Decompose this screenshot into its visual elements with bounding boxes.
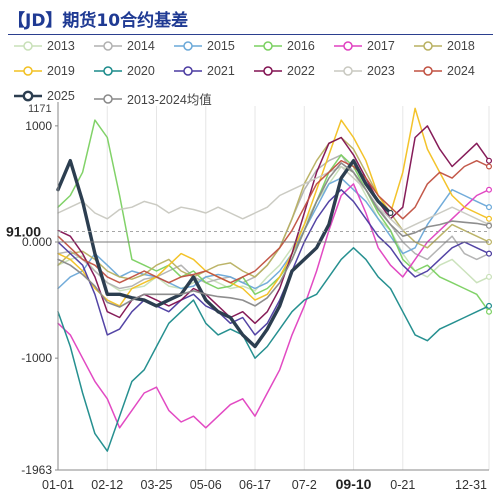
series-end-point-2024 bbox=[486, 163, 493, 170]
x-tick-label-5: 07-2 bbox=[292, 478, 317, 492]
series-end-point-2025 bbox=[387, 209, 394, 216]
chart-axes bbox=[55, 102, 489, 471]
series-line-2013 bbox=[57, 165, 490, 292]
legend-label: 2025 bbox=[47, 89, 75, 103]
legend-label: 2023 bbox=[367, 64, 395, 78]
series-line-2024 bbox=[57, 159, 490, 284]
legend-marker-icon bbox=[174, 41, 202, 51]
legend-item-2013[interactable]: 2013 bbox=[14, 39, 75, 53]
x-tick-label-6: 09-10 bbox=[336, 476, 372, 492]
x-tick-label-2: 03-25 bbox=[141, 478, 173, 492]
legend-item-2014[interactable]: 2014 bbox=[94, 39, 155, 53]
series-lines bbox=[56, 107, 493, 452]
legend-item-2013-2024[interactable]: 2013-2024均值 bbox=[94, 89, 212, 108]
series-line-2021 bbox=[57, 188, 490, 336]
series-line-2014 bbox=[57, 154, 490, 290]
legend-marker-icon bbox=[254, 66, 282, 76]
legend-item-2020[interactable]: 2020 bbox=[94, 64, 155, 78]
series-end-point-2021 bbox=[486, 250, 493, 257]
legend-label: 2013-2024均值 bbox=[127, 93, 212, 107]
legend-label: 2017 bbox=[367, 39, 395, 53]
legend-item-2016[interactable]: 2016 bbox=[254, 39, 315, 53]
legend-label: 2015 bbox=[207, 39, 235, 53]
legend-label: 2022 bbox=[287, 64, 315, 78]
series-line-2020 bbox=[57, 247, 490, 452]
legend-marker-icon bbox=[94, 41, 122, 51]
chart-title: 【JD】期货10合约基差 bbox=[8, 11, 189, 31]
legend-marker-icon bbox=[414, 66, 442, 76]
y-tick-label-2: -1000 bbox=[21, 351, 52, 365]
legend-marker-icon bbox=[334, 41, 362, 51]
x-tick-label-7: 0-21 bbox=[390, 478, 415, 492]
legend-item-2022[interactable]: 2022 bbox=[254, 64, 315, 78]
legend-marker-icon bbox=[14, 66, 42, 76]
series-line-2017 bbox=[57, 183, 490, 429]
x-tick-label-0: 01-01 bbox=[42, 478, 74, 492]
series-end-point-2015 bbox=[486, 204, 493, 211]
legend-marker-icon bbox=[14, 90, 42, 102]
legend-item-2017[interactable]: 2017 bbox=[334, 39, 395, 53]
legend-item-2018[interactable]: 2018 bbox=[414, 39, 475, 53]
series-end-point-2013-2024 bbox=[486, 222, 493, 229]
legend-marker-icon bbox=[254, 41, 282, 51]
series-line-2019 bbox=[57, 107, 490, 307]
series-line-2023 bbox=[57, 165, 490, 232]
legend-item-2021[interactable]: 2021 bbox=[174, 64, 235, 78]
series-end-point-2020 bbox=[486, 302, 493, 309]
legend-marker-icon bbox=[94, 93, 122, 104]
series-line-2016 bbox=[57, 119, 490, 313]
y-tick-label-1: 0.000 bbox=[22, 235, 52, 249]
x-tick-label-3: 05-06 bbox=[190, 478, 222, 492]
series-end-point-2017 bbox=[486, 186, 493, 193]
legend-item-2015[interactable]: 2015 bbox=[174, 39, 235, 53]
x-tick-label-1: 02-12 bbox=[91, 478, 123, 492]
series-line-2022 bbox=[57, 125, 490, 325]
series-end-point-2019 bbox=[486, 215, 493, 222]
y-tick-label-3: -1963 bbox=[21, 463, 52, 477]
series-line-2015 bbox=[57, 177, 490, 290]
legend-item-2019[interactable]: 2019 bbox=[14, 64, 75, 78]
legend-label: 2016 bbox=[287, 39, 315, 53]
legend-label: 2013 bbox=[47, 39, 75, 53]
series-end-point-2013 bbox=[486, 273, 493, 280]
legend-item-2025[interactable]: 2025 bbox=[14, 89, 75, 103]
y-top-label: 1171 bbox=[28, 103, 52, 115]
legend-label: 2020 bbox=[127, 64, 155, 78]
legend-item-2023[interactable]: 2023 bbox=[334, 64, 395, 78]
series-end-point-2022 bbox=[486, 157, 493, 164]
legend-marker-icon bbox=[334, 66, 362, 76]
legend-marker-icon bbox=[174, 66, 202, 76]
series-line-2025 bbox=[56, 159, 393, 349]
legend-label: 2024 bbox=[447, 64, 475, 78]
legend-label: 2019 bbox=[47, 64, 75, 78]
legend-label: 2021 bbox=[207, 64, 235, 78]
x-tick-label-4: 06-17 bbox=[239, 478, 271, 492]
legend-label: 2014 bbox=[127, 39, 155, 53]
legend-marker-icon bbox=[414, 41, 442, 51]
legend-marker-icon bbox=[94, 66, 122, 76]
series-line-2018 bbox=[57, 136, 490, 280]
current-value-label: 91.00 bbox=[6, 223, 41, 239]
axis-labels: 1000 0.000 -1000 -1963 1171 91.00 01-01 02-12 03… bbox=[6, 103, 487, 492]
legend-item-2024[interactable]: 2024 bbox=[414, 64, 475, 78]
y-tick-label-0: 1000 bbox=[25, 119, 52, 133]
legend-marker-icon bbox=[14, 41, 42, 51]
legend-label: 2018 bbox=[447, 39, 475, 53]
series-line-2013-2024 bbox=[57, 162, 490, 308]
title-divider bbox=[8, 34, 493, 35]
x-tick-label-8: 12-31 bbox=[455, 478, 487, 492]
series-end-point-2016 bbox=[486, 308, 493, 315]
